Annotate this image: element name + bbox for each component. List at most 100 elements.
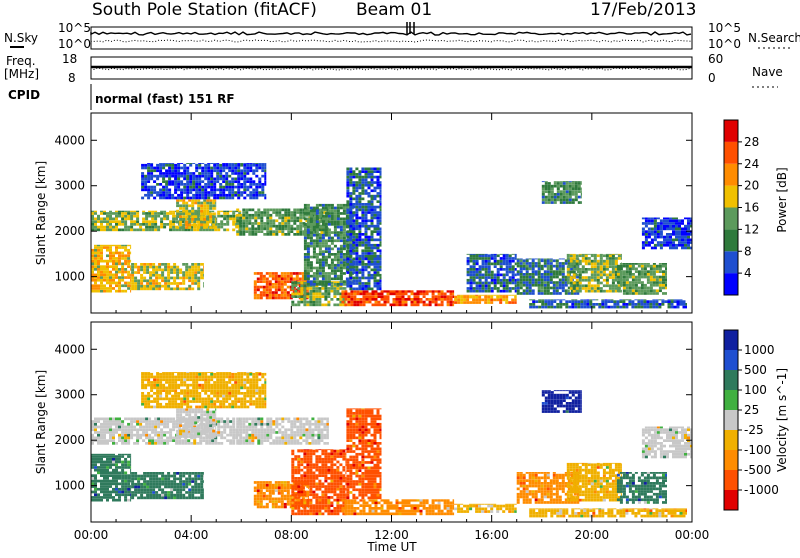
power-cell [557, 199, 560, 202]
power-cell [155, 282, 158, 285]
power-cell [365, 189, 368, 192]
power-cell [545, 182, 548, 185]
power-cell [171, 194, 174, 197]
power-cell [641, 273, 644, 276]
power-cell [322, 269, 325, 272]
velocity-cell [124, 474, 127, 477]
power-cell [216, 178, 219, 181]
power-cell [115, 215, 118, 218]
power-cell [255, 183, 258, 186]
power-cell [180, 167, 183, 170]
power-cell [482, 265, 485, 268]
power-cell [609, 257, 612, 260]
power-cell [130, 260, 131, 263]
power-cell [182, 199, 185, 201]
velocity-heatmap [91, 372, 692, 517]
power-cell [612, 279, 615, 282]
power-cell [559, 306, 562, 309]
velocity-cell [94, 477, 97, 480]
power-cell [356, 298, 359, 301]
power-cell [147, 186, 150, 189]
power-cell [414, 298, 417, 301]
power-cell [198, 167, 201, 170]
power-cell [234, 180, 237, 183]
power-cell [147, 169, 150, 172]
power-cell [441, 298, 444, 301]
power-cell [515, 257, 517, 260]
power-cell [429, 301, 432, 304]
power-cell [644, 270, 647, 273]
power-cell [473, 254, 476, 255]
power-cell [352, 206, 355, 209]
power-cell [365, 241, 368, 244]
power-cell [374, 252, 377, 255]
power-cell [254, 228, 257, 231]
power-ylabel: Slant Range [km] [34, 161, 48, 265]
power-cell [225, 186, 228, 189]
velocity-cell [146, 475, 149, 478]
power-cell [631, 306, 634, 309]
power-cell [453, 304, 455, 307]
power-cell [136, 223, 139, 226]
power-cell [556, 265, 559, 268]
power-cell [312, 287, 315, 290]
power-cell [538, 281, 541, 284]
power-cell [225, 194, 228, 197]
power-cell [100, 229, 103, 232]
power-cell [497, 268, 500, 271]
velocity-cell [109, 496, 112, 499]
power-cell [146, 269, 149, 272]
power-cell [215, 204, 216, 207]
power-cell [361, 255, 364, 258]
power-cell [545, 196, 548, 199]
power-cell [264, 194, 266, 197]
velocity-cell [121, 439, 124, 442]
power-cell [167, 266, 170, 269]
power-cell [106, 290, 109, 293]
power-cell [656, 289, 659, 292]
power-cell [417, 304, 420, 307]
power-cell [106, 220, 109, 223]
power-cell [149, 271, 152, 274]
power-cell [260, 272, 263, 275]
velocity-cell [112, 496, 115, 499]
velocity-cell [103, 442, 106, 445]
power-cell [140, 274, 143, 277]
power-cell [167, 277, 170, 280]
power-cell [683, 300, 686, 303]
power-cell [369, 293, 372, 296]
power-cell [545, 201, 548, 204]
power-cell [610, 300, 613, 303]
power-cell [203, 207, 206, 210]
power-cell [594, 271, 597, 274]
power-cell [219, 189, 222, 192]
velocity-cell [97, 426, 100, 429]
power-cell [310, 218, 313, 221]
power-cell [538, 259, 541, 260]
power-cell [371, 206, 374, 209]
power-cell [94, 252, 97, 255]
power-cell [661, 299, 664, 300]
power-cell [170, 288, 173, 291]
power-cell [559, 279, 562, 282]
power-cell [352, 239, 355, 242]
power-cell [328, 248, 331, 251]
power-cell [150, 175, 153, 178]
power-cell [331, 204, 334, 207]
velocity-cell [203, 491, 204, 494]
power-cell [176, 199, 179, 201]
power-cell [124, 218, 127, 221]
power-cell [515, 254, 517, 255]
velocity-cell [155, 480, 158, 483]
power-cell [328, 283, 331, 286]
power-cell [654, 218, 657, 220]
power-cell [222, 189, 225, 192]
power-cell [663, 219, 666, 222]
power-cell [313, 220, 316, 223]
station-title: South Pole Station (fitACF) [92, 0, 317, 20]
power-cell [544, 265, 547, 268]
power-cell [396, 295, 399, 298]
velocity-cell [136, 420, 139, 423]
power-cell [304, 242, 307, 245]
power-cell [266, 278, 269, 281]
